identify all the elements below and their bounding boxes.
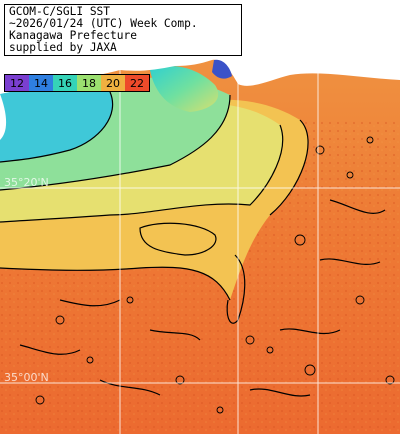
sst-band-cyan <box>0 88 113 162</box>
sst-contours <box>0 91 386 397</box>
title-line-1: GCOM-C/SGLI SST <box>9 5 111 18</box>
title-line-3: Kanagawa Prefecture <box>9 29 137 42</box>
colorbar-swatch-12: 12 <box>5 75 29 91</box>
land-south-spot <box>212 59 232 79</box>
colorbar-swatch-18: 18 <box>77 75 101 91</box>
colorbar-swatch-16: 16 <box>53 75 77 91</box>
lat-lon-grid <box>0 60 400 434</box>
colorbar-swatch-20: 20 <box>101 75 125 91</box>
lat-label-35-00: 35°00'N <box>4 371 49 384</box>
title-line-4: supplied by JAXA <box>9 41 117 54</box>
land-west-coast <box>0 94 7 140</box>
colorbar-swatch-14: 14 <box>29 75 53 91</box>
sst-speckles <box>35 136 395 414</box>
title-box: GCOM-C/SGLI SST ~2026/01/24 (UTC) Week C… <box>4 4 242 56</box>
colorbar-swatch-22: 22 <box>125 75 149 91</box>
lat-label-35-20: 35°20'N <box>4 176 49 189</box>
sst-colorbar: 12 14 16 18 20 22 <box>4 74 150 92</box>
title-line-2: ~2026/01/24 (UTC) Week Comp. <box>9 17 198 30</box>
tokyo-bay <box>150 65 219 112</box>
